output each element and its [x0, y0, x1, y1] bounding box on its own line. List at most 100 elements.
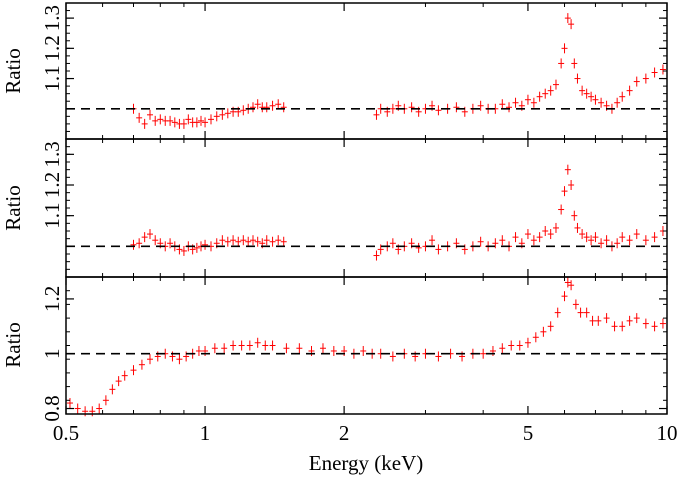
top-data-point — [180, 118, 187, 129]
top-data-point — [592, 94, 599, 105]
bottom-data-point — [564, 277, 571, 288]
middle-data-point — [130, 239, 137, 250]
bottom-data-point — [508, 340, 515, 351]
middle-data-point — [619, 232, 626, 243]
middle-data-point — [571, 210, 578, 221]
bottom-y-tick-label: 0.8 — [40, 395, 64, 421]
middle-data-point — [614, 238, 621, 249]
top-data-point — [561, 43, 568, 54]
top-data-point — [659, 64, 666, 75]
bottom-data-point — [211, 343, 218, 354]
middle-data-point — [552, 222, 559, 233]
middle-y-tick-label: 1.2 — [40, 172, 64, 198]
bottom-data-point — [109, 384, 116, 395]
bottom-data-point — [532, 332, 539, 343]
bottom-data-point — [74, 403, 81, 414]
top-data-point — [435, 105, 442, 116]
bottom-data-point — [147, 354, 154, 365]
middle-data-point — [377, 244, 384, 255]
bottom-data-point — [554, 307, 561, 318]
top-data-point — [263, 102, 270, 113]
middle-data-point — [642, 235, 649, 246]
bottom-data-point — [633, 313, 640, 324]
bottom-data-point — [603, 313, 610, 324]
top-data-point — [280, 102, 287, 113]
bottom-data-point — [577, 307, 584, 318]
middle-data-point — [574, 222, 581, 233]
middle-data-point — [499, 235, 506, 246]
middle-data-point — [477, 236, 484, 247]
top-data-point — [558, 58, 565, 69]
top-data-point — [202, 117, 209, 128]
bottom-data-point — [561, 291, 568, 302]
top-data-point — [275, 99, 282, 110]
middle-data-point — [389, 238, 396, 249]
middle-data-point — [180, 245, 187, 256]
bottom-data-point — [254, 337, 261, 348]
x-tick-label: 2 — [339, 421, 350, 445]
x-tick-label: 1 — [200, 421, 211, 445]
x-axis-title: Energy (keV) — [309, 451, 424, 475]
middle-data-point — [245, 236, 252, 247]
middle-data-point — [592, 232, 599, 243]
top-data-point — [542, 88, 549, 99]
bottom-data-point — [195, 345, 202, 356]
top-data-point — [408, 102, 415, 113]
top-data-point — [453, 102, 460, 113]
middle-data-point — [588, 235, 595, 246]
top-data-point — [207, 114, 214, 125]
middle-data-point — [230, 235, 237, 246]
top-y-ticks: 1.1 1.2 1.3 — [40, 5, 667, 132]
middle-data-point — [235, 236, 242, 247]
top-data-point — [373, 109, 380, 120]
top-data-point — [547, 85, 554, 96]
bottom-data-point — [480, 348, 487, 359]
top-data-point — [564, 13, 571, 24]
top-data-point — [157, 114, 164, 125]
top-data-point — [152, 115, 159, 126]
top-data-point — [633, 76, 640, 87]
top-data-point — [574, 73, 581, 84]
middle-data-point — [415, 242, 422, 253]
bottom-data-point — [138, 359, 145, 370]
middle-data-point — [429, 235, 436, 246]
bottom-data-point — [540, 326, 547, 337]
top-data-point — [579, 85, 586, 96]
middle-data-point — [547, 229, 554, 240]
middle-x-ticks — [65, 139, 668, 277]
bottom-data-point — [651, 321, 658, 332]
middle-data-point — [626, 235, 633, 246]
middle-data-point — [263, 235, 270, 246]
top-data-point — [250, 102, 257, 113]
bottom-data-point — [130, 365, 137, 376]
bottom-data-point — [115, 376, 122, 387]
bottom-data-point — [319, 343, 326, 354]
top-data-point — [642, 73, 649, 84]
top-data-point — [524, 94, 531, 105]
panel-bottom: 0.5 1 2 5 10 0.8 1 1.2 Ratio Energy (keV) — [1, 276, 678, 475]
middle-data-point — [435, 244, 442, 255]
top-data-point — [588, 91, 595, 102]
top-data-point — [269, 100, 276, 111]
x-tick-label: 5 — [523, 421, 534, 445]
top-data-point — [651, 67, 658, 78]
bottom-data-point — [360, 345, 367, 356]
top-data-point — [213, 111, 220, 122]
top-data-point — [219, 109, 226, 120]
x-tick-label: 0.5 — [53, 421, 79, 445]
middle-data-point — [141, 232, 148, 243]
bottom-data-point — [221, 343, 228, 354]
middle-data-point — [492, 238, 499, 249]
bottom-data-point — [524, 337, 531, 348]
bottom-data-point — [611, 321, 618, 332]
bottom-data-point — [589, 315, 596, 326]
middle-data-point — [583, 232, 590, 243]
top-data-point — [619, 91, 626, 102]
bottom-data-point — [572, 299, 579, 310]
top-data-point — [167, 115, 174, 126]
middle-data-point — [254, 236, 261, 247]
top-data-point — [185, 114, 192, 125]
bottom-data-point — [626, 315, 633, 326]
x-tick-label: 10 — [657, 421, 678, 445]
